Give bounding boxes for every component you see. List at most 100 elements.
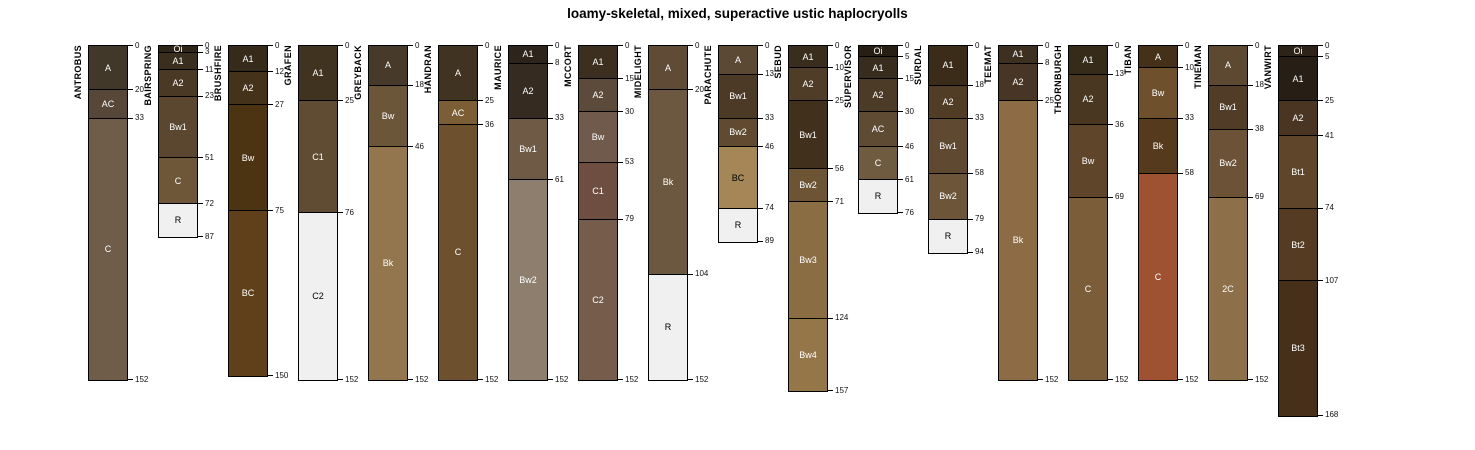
horizon-bk xyxy=(999,101,1037,381)
horizon-boundary xyxy=(509,179,547,181)
horizon-boundary xyxy=(89,89,127,90)
depth-label: 0 xyxy=(975,40,980,50)
horizon-bw xyxy=(579,112,617,163)
depth-tick xyxy=(1038,100,1043,101)
depth-tick xyxy=(1108,73,1113,75)
depth-tick xyxy=(688,273,693,275)
horizon-a xyxy=(719,46,757,75)
depth-tick xyxy=(408,84,413,86)
depth-label: 94 xyxy=(975,247,984,257)
horizon-bk xyxy=(1139,118,1177,174)
horizon-boundary xyxy=(1139,172,1177,174)
horizon-boundary xyxy=(1209,196,1247,198)
depth-tick xyxy=(618,45,623,46)
horizon-c xyxy=(89,118,127,381)
profile-name: TEEMAT xyxy=(983,45,993,84)
profile-column: A1 A2 Bk xyxy=(998,45,1038,382)
profile-bairspring: BAIRSPRING Oi A1 A2 Bw1 C R 0 3 11 23 51 72 87 xyxy=(143,41,214,240)
horizon-bw3 xyxy=(789,202,827,319)
depth-label: 0 xyxy=(1255,40,1260,50)
depth-tick xyxy=(548,379,553,381)
horizon-a2 xyxy=(509,63,547,119)
depth-tick xyxy=(128,45,133,46)
depth-tick xyxy=(198,95,203,97)
profile-name: BAIRSPRING xyxy=(143,45,153,106)
depth-label: 152 xyxy=(415,374,429,384)
depth-tick xyxy=(1178,379,1183,381)
profile-vanwirt: VANWIRT Oi A1 A2 Bt1 Bt2 Bt3 0 5 25 41 74 107 168 xyxy=(1263,41,1338,419)
depth-tick xyxy=(758,45,763,46)
horizon-boundary xyxy=(159,157,197,159)
horizon-boundary xyxy=(859,111,897,112)
horizon-c2 xyxy=(579,219,617,381)
depth-tick xyxy=(898,56,903,57)
horizon-boundary xyxy=(929,117,967,119)
depth-tick xyxy=(1038,62,1043,64)
profile-column: A1 A2 Bw1 Bw2 R xyxy=(928,45,968,254)
horizon-boundary xyxy=(229,71,267,73)
depth-label: 69 xyxy=(1115,192,1124,202)
depth-tick xyxy=(618,379,623,381)
profile-midelight: MIDELIGHT A Bk R 0 20 104 152 xyxy=(633,41,708,383)
horizon-boundary xyxy=(299,212,337,214)
depth-tick xyxy=(268,375,273,376)
horizon-bc xyxy=(719,147,757,209)
horizon-a1 xyxy=(509,46,547,64)
depth-tick xyxy=(828,390,833,392)
horizon-r xyxy=(929,219,967,253)
horizon-boundary xyxy=(789,168,827,170)
horizon-boundary xyxy=(439,100,477,101)
profile-column: A Bk R xyxy=(648,45,688,382)
depth-label: 61 xyxy=(555,174,564,184)
horizon-bk xyxy=(369,147,407,381)
depth-label: 36 xyxy=(485,119,494,129)
depth-label: 152 xyxy=(1185,374,1199,384)
depth-tick xyxy=(898,179,903,181)
horizon-boundary xyxy=(509,117,547,119)
horizon-boundary xyxy=(159,203,197,205)
depth-tick xyxy=(1248,128,1253,130)
depth-label: 0 xyxy=(625,40,630,50)
depth-label: 33 xyxy=(1185,113,1194,123)
profile-teemat: TEEMAT A1 A2 Bk 0 8 25 152 xyxy=(983,41,1058,383)
depth-tick xyxy=(1108,196,1113,198)
profile-grafen: GRAFEN A1 C1 C2 0 25 76 152 xyxy=(283,41,358,383)
horizon-a2 xyxy=(859,79,897,112)
horizon-a xyxy=(649,46,687,90)
profile-tiban: TIBAN A Bw Bk C 0 10 33 58 152 xyxy=(1123,41,1198,383)
depth-tick xyxy=(1038,379,1043,381)
depth-label: 0 xyxy=(1325,40,1330,50)
depth-label: 11 xyxy=(205,64,214,74)
depth-label: 27 xyxy=(275,99,284,109)
depth-label: 25 xyxy=(485,95,494,105)
depth-tick xyxy=(548,179,553,181)
depth-tick xyxy=(758,146,763,148)
profile-column: Oi A1 A2 AC C R xyxy=(858,45,898,215)
depth-tick xyxy=(1038,45,1043,46)
profile-name: GRAFEN xyxy=(283,45,293,86)
depth-label: 157 xyxy=(835,385,849,395)
horizon-bw xyxy=(1139,68,1177,119)
depth-tick xyxy=(268,71,273,73)
horizon-boundary xyxy=(719,73,757,75)
horizon-r xyxy=(719,208,757,242)
depth-label: 33 xyxy=(135,113,144,123)
depth-label: 61 xyxy=(905,174,914,184)
horizon-bt2 xyxy=(1279,208,1317,282)
horizon-boundary xyxy=(859,78,897,79)
horizon-boundary xyxy=(299,100,337,101)
horizon-boundary xyxy=(1279,280,1317,282)
depth-label: 46 xyxy=(905,141,914,151)
horizon-r xyxy=(859,180,897,214)
depth-tick xyxy=(198,203,203,205)
profile-name: SURDAL xyxy=(913,45,923,85)
horizon-boundary xyxy=(999,100,1037,101)
depth-tick xyxy=(898,212,903,214)
depth-label: 30 xyxy=(905,106,914,116)
profile-name: SEBUD xyxy=(773,45,783,79)
horizon-boundary xyxy=(579,111,617,112)
depth-label: 23 xyxy=(205,91,214,101)
depth-tick xyxy=(1178,45,1183,46)
depth-label: 0 xyxy=(345,40,350,50)
depth-tick xyxy=(1318,100,1323,101)
